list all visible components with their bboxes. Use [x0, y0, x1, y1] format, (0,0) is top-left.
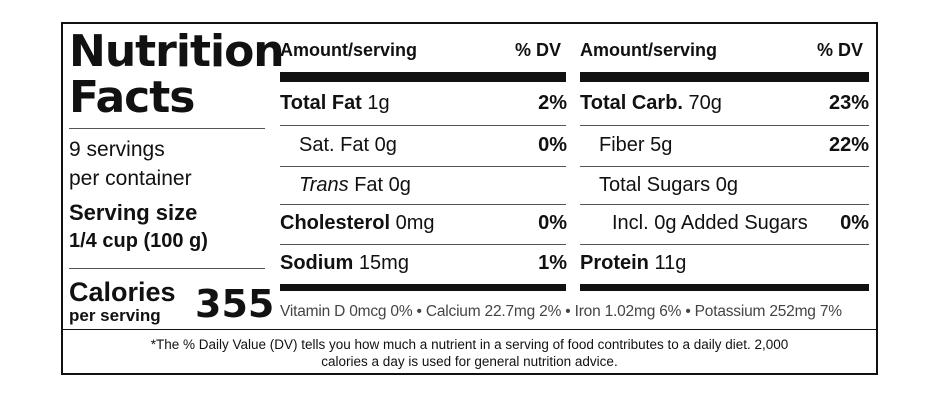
sat-fat-amount: 0g [374, 134, 397, 156]
fiber-dv: 22% [828, 134, 869, 156]
sodium-dv: 1% [538, 252, 567, 274]
title-facts: Facts [69, 72, 195, 123]
nutrition-facts-label: Nutrition Facts 9 servings per container… [61, 22, 878, 375]
divider [280, 166, 566, 167]
header-dv-left: % DV [515, 40, 562, 60]
total-sugars-amount: 0g [715, 174, 738, 196]
divider [280, 204, 566, 205]
header-bar-right [580, 72, 869, 82]
total-fat-amount: 1g [367, 92, 390, 114]
sat-fat-name: Sat. Fat [299, 134, 370, 156]
cholesterol-dv: 0% [538, 212, 567, 234]
cholesterol-name: Cholesterol [280, 212, 391, 234]
serving-size-label: Serving size [69, 200, 198, 225]
total-fat-name: Total Fat [280, 92, 362, 114]
bottom-bar-right [580, 284, 869, 291]
divider [280, 125, 566, 126]
row-protein: Protein 11g [580, 252, 686, 275]
added-sugars-dv: 0% [840, 212, 869, 234]
divider [580, 166, 869, 167]
divider [280, 244, 566, 245]
header-dv-right: % DV [817, 40, 864, 60]
header-amount-right: Amount/serving [580, 40, 718, 60]
servings-line1: 9 servings [69, 138, 165, 161]
row-fiber: Fiber 5g [599, 134, 672, 157]
header-amount-left: Amount/serving [280, 40, 418, 60]
sodium-name: Sodium [280, 252, 354, 274]
trans-fat-name: Fat [354, 174, 384, 196]
vitamins-line: Vitamin D 0mcg 0% • Calcium 22.7mg 2% • … [280, 303, 842, 320]
row-total-carb: Total Carb. 70g [580, 92, 722, 115]
row-trans-fat: Trans Fat 0g [299, 174, 411, 197]
calories-value: 355 [195, 282, 275, 326]
servings-line2: per container [69, 167, 192, 190]
fiber-amount: 5g [650, 134, 673, 156]
sat-fat-dv: 0% [538, 134, 567, 156]
added-sugars-name: Incl. 0g Added Sugars [612, 212, 808, 234]
calories-label: Calories [69, 277, 176, 307]
header-bar-left [280, 72, 566, 82]
row-cholesterol: Cholesterol 0mg [280, 212, 435, 235]
divider [580, 125, 869, 126]
row-sat-fat: Sat. Fat 0g [299, 134, 397, 157]
trans-fat-italic: Trans [299, 174, 349, 196]
cholesterol-amount: 0mg [395, 212, 435, 234]
protein-name: Protein [580, 252, 649, 274]
protein-amount: 11g [654, 252, 687, 274]
footnote-line2: calories a day is used for general nutri… [321, 354, 618, 369]
fiber-name: Fiber [599, 134, 645, 156]
row-total-sugars: Total Sugars 0g [599, 174, 738, 197]
title-divider [69, 128, 265, 129]
per-serving-label: per serving [69, 306, 161, 325]
footnote-line1: *The % Daily Value (DV) tells you how mu… [150, 337, 789, 352]
serving-divider [69, 268, 265, 269]
bottom-bar-left [280, 284, 566, 291]
serving-size-value: 1/4 cup (100 g) [69, 230, 208, 252]
total-carb-amount: 70g [688, 92, 722, 114]
row-total-fat: Total Fat 1g [280, 92, 390, 115]
total-fat-dv: 2% [538, 92, 567, 114]
footnote-divider [63, 329, 876, 330]
sodium-amount: 15mg [358, 252, 409, 274]
divider [580, 244, 869, 245]
divider [580, 204, 869, 205]
total-carb-dv: 23% [828, 92, 869, 114]
title-nutrition: Nutrition [69, 26, 285, 77]
total-carb-name: Total Carb. [580, 92, 683, 114]
total-sugars-name: Total Sugars [599, 174, 711, 196]
row-sodium: Sodium 15mg [280, 252, 409, 275]
trans-fat-amount: 0g [388, 174, 411, 196]
